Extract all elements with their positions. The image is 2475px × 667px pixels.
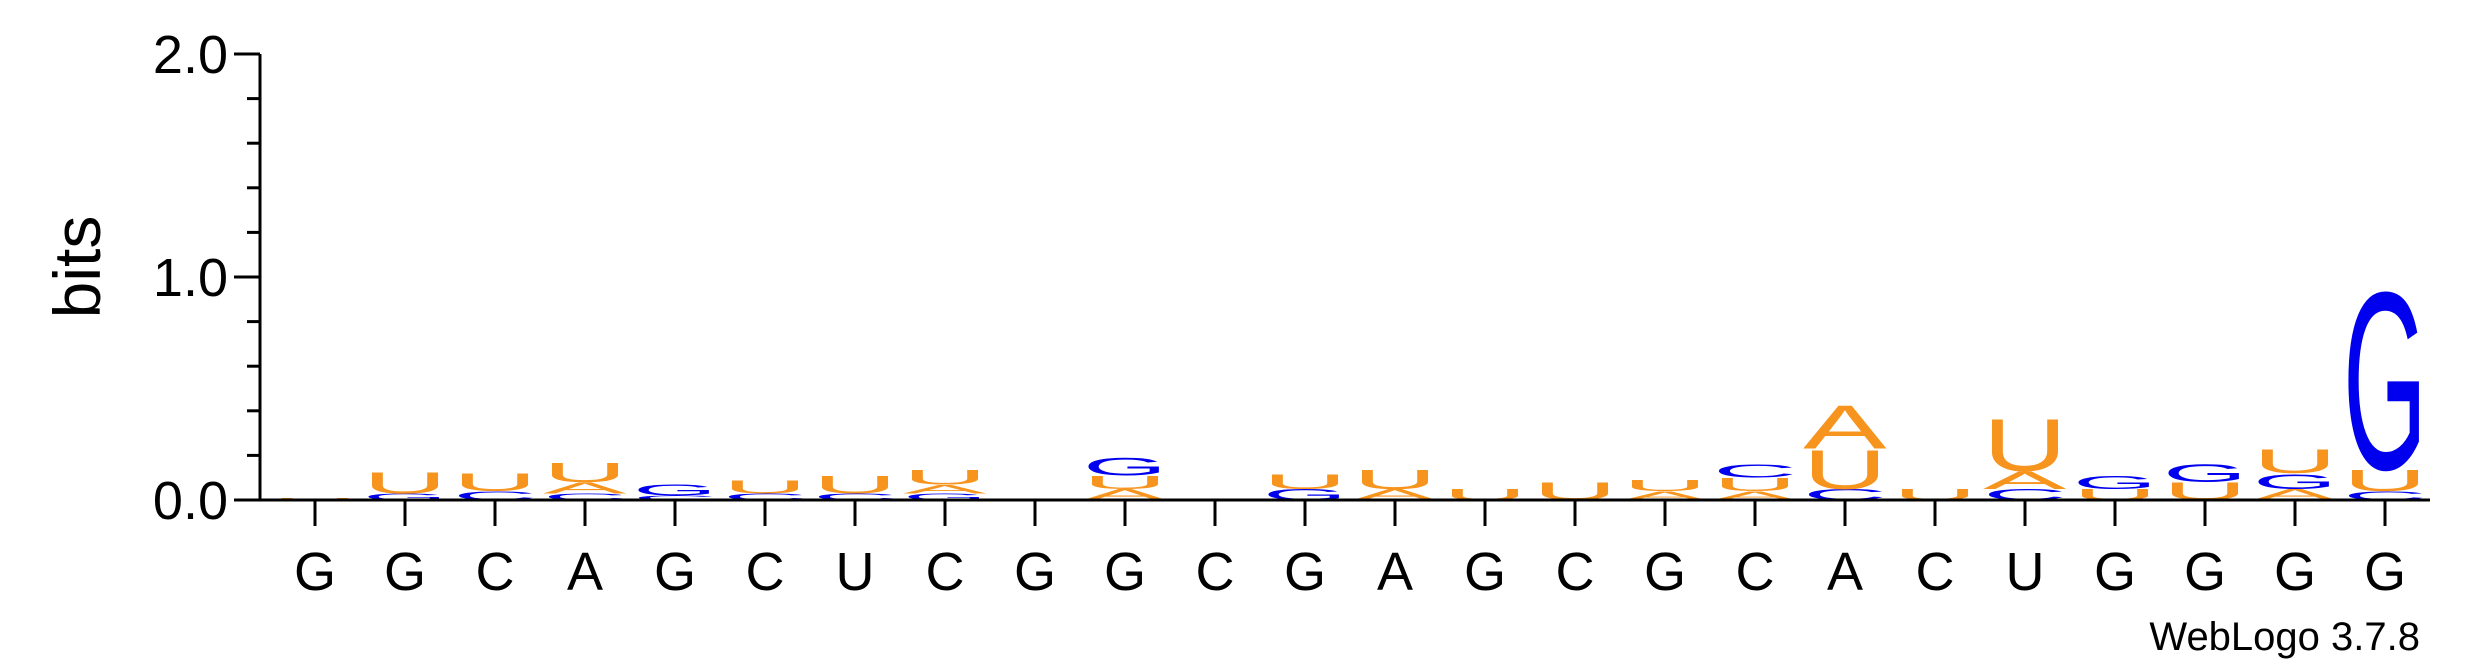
logo-letter-a: A xyxy=(1803,392,1887,462)
logo-letter-u: U xyxy=(363,466,447,501)
logo-letter-g: G xyxy=(363,492,447,502)
x-tick-label: G xyxy=(1464,542,1506,602)
x-tick-label: G xyxy=(1014,542,1056,602)
y-axis: 0.0 1.0 2.0 xyxy=(153,25,262,531)
x-tick-label: U xyxy=(2006,542,2045,602)
x-tick-label: C xyxy=(1196,542,1235,602)
logo-letter-u: U xyxy=(2343,463,2427,498)
x-tick-label: G xyxy=(2364,542,2406,602)
logo-letter-u: U xyxy=(1263,469,1347,493)
y-tick-label: 1.0 xyxy=(153,248,228,308)
x-tick-label: G xyxy=(384,542,426,602)
logo-letter-g: G xyxy=(1083,453,1167,481)
logo-letter-a: A xyxy=(543,479,627,496)
x-tick-label: A xyxy=(1827,542,1863,602)
logo-letter-u: U xyxy=(543,457,627,488)
logo-letter-u: U xyxy=(1803,439,1887,501)
x-tick-label: A xyxy=(1377,542,1413,602)
y-axis-label: bits xyxy=(40,216,114,319)
x-tick-label: G xyxy=(2094,542,2136,602)
logo-letter-u: U xyxy=(1623,477,1707,494)
x-tick-label: G xyxy=(654,542,696,602)
logo-letter-g: G xyxy=(633,482,717,499)
x-tick-label: C xyxy=(926,542,965,602)
logo-letter-u: U xyxy=(1713,474,1797,495)
logo-letter-u: U xyxy=(453,469,537,497)
weblogo-credit: WebLogo 3.7.8 xyxy=(2149,615,2420,659)
x-tick-label: C xyxy=(1916,542,1955,602)
x-tick-label: U xyxy=(836,542,875,602)
logo-letter-g: G xyxy=(2253,469,2337,493)
logo-letter-c: C xyxy=(543,492,627,502)
x-tick-label: C xyxy=(476,542,515,602)
logo-letter-c: C xyxy=(1713,461,1797,482)
logo-letter-u: U xyxy=(723,477,807,498)
x-tick-label: G xyxy=(294,542,336,602)
x-tick-label: G xyxy=(1104,542,1146,602)
logo-letter-u: U xyxy=(1353,463,1437,494)
x-tick-label: C xyxy=(1736,542,1775,602)
logo-letter-c: C xyxy=(813,492,897,502)
x-tick-label: G xyxy=(2274,542,2316,602)
logo-letter-g: G xyxy=(2343,240,2427,524)
x-tick-label: G xyxy=(1284,542,1326,602)
y-tick-label: 0.0 xyxy=(153,471,228,531)
logo-letter-a: A xyxy=(903,482,987,496)
x-tick-label: G xyxy=(1644,542,1686,602)
x-tick-label: A xyxy=(567,542,603,602)
logo-letter-g: G xyxy=(903,492,987,502)
x-tick-label: C xyxy=(1556,542,1595,602)
logo-letter-u: U xyxy=(2253,443,2337,481)
logo-letter-u: U xyxy=(1983,404,2067,487)
logo-letter-u: U xyxy=(813,471,897,499)
logo-letter-u: U xyxy=(1083,472,1167,493)
y-tick-label: 2.0 xyxy=(153,25,228,85)
logo-letter-g: G xyxy=(2163,460,2247,488)
x-tick-label: C xyxy=(746,542,785,602)
logo-letters: UGUCUCAUCGCUCUGAUAUGGUAUUUAUAUCCUAUCAUUG… xyxy=(273,240,2427,524)
logo-letter-a: A xyxy=(1983,467,2068,495)
logo-letter-u: U xyxy=(903,465,987,489)
logo-letter-c: C xyxy=(723,492,807,502)
logo-letter-c: C xyxy=(633,494,717,501)
logo-letter-g: G xyxy=(2073,472,2157,493)
x-tick-label: G xyxy=(2184,542,2226,602)
